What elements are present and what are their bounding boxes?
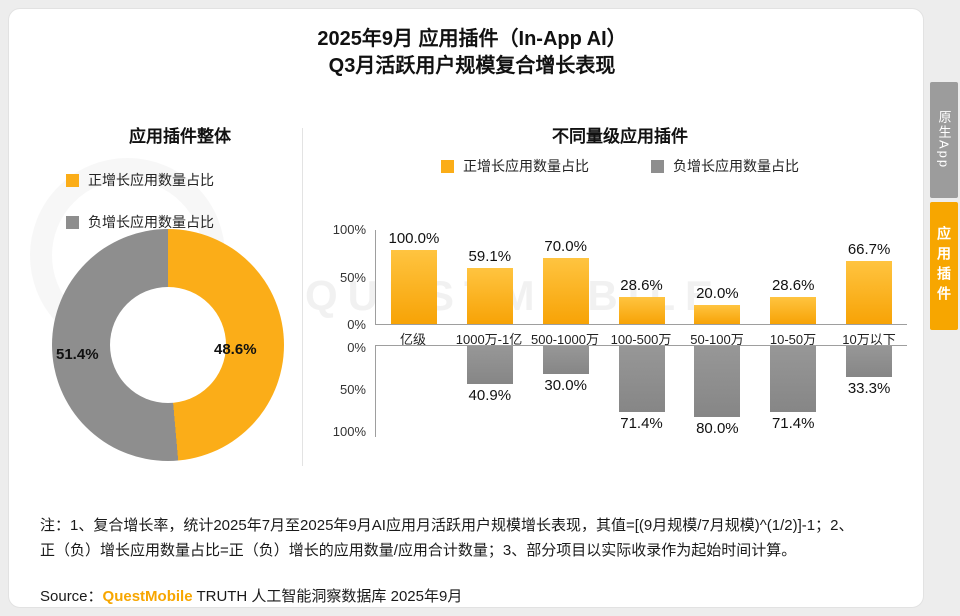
footnotes: 注：1、复合增长率，统计2025年7月至2025年9月AI应用月活跃用户规模增长… [40,513,916,563]
legend-label-negative: 负增长应用数量占比 [88,214,214,230]
legend-item-negative: 负增长应用数量占比 [651,156,799,176]
category-label: 100-500万 [610,332,672,347]
category-label: 50-100万 [690,332,744,347]
donut-chart: 48.6% 51.4% [52,229,284,461]
bar-chart-negative-area: 40.9% 30.0% 71.4% 80.0% 71.4% 33.3% [375,345,907,437]
positive-bar [466,267,513,324]
bar-column: 28.6% [604,230,680,324]
positive-bar [846,260,893,324]
negative-swatch-icon [66,215,79,229]
bar-column: 59.1% [452,230,528,324]
negative-value-label: 30.0% [544,376,587,394]
positive-value-label: 28.6% [620,276,663,294]
page-title-line1: 2025年9月 应用插件（In-App AI） [317,28,627,50]
footnote-line1: 注：1、复合增长率，统计2025年7月至2025年9月AI应用月活跃用户规模增长… [40,517,854,534]
positive-bar [542,257,589,324]
y-axis-tick: 100% [332,424,366,439]
negative-bar [542,346,589,374]
bar-column: 71.4% [604,346,680,437]
positive-bar [390,250,437,324]
positive-value-label: 28.6% [771,276,815,294]
bar-column: 28.6% [755,230,831,324]
category-label: 1000万-1亿 [455,332,523,347]
bar-column: 66.7% [831,230,907,324]
source-suffix: TRUTH 人工智能洞察数据库 2025年9月 [192,588,463,605]
bar-legend: 正增长应用数量占比 负增长应用数量占比 [330,156,910,176]
bar-column: 33.3% [831,346,907,437]
negative-bar [770,346,817,412]
positive-value-label: 70.0% [544,237,587,255]
category-label: 500-1000万 [531,332,599,347]
section-divider [302,128,303,466]
bar-column: 40.9% [452,346,528,437]
bar-column: 80.0% [679,346,755,437]
donut-hole [110,287,226,403]
y-axis-positive: 100% 50% 0% [322,222,366,332]
category-label: 10万以下 [842,332,896,347]
y-axis-tick: 50% [339,269,366,285]
y-axis-tick: 0% [347,317,366,332]
legend-item-negative: 负增长应用数量占比 [66,212,214,232]
negative-value-label: 80.0% [696,420,739,437]
category-label: 亿级 [399,332,426,347]
page-title: 2025年9月 应用插件（In-App AI） Q3月活跃用户规模复合增长表现 [0,26,944,80]
source-line: Source：QuestMobile TRUTH 人工智能洞察数据库 2025年… [40,585,462,606]
negative-value-label: 71.4% [771,414,815,432]
y-axis-tick: 50% [339,382,366,397]
bar-column: 20.0% [679,230,755,324]
donut-value-positive: 48.6% [214,341,257,358]
positive-bar [770,296,817,324]
bar-section-heading: 不同量级应用插件 [552,127,688,146]
bar-column [376,346,452,437]
source-brand: QuestMobile [102,588,193,605]
positive-swatch-icon [66,173,79,187]
negative-bar [846,346,893,377]
positive-value-label: 66.7% [847,240,891,258]
source-prefix: Source： [40,588,103,605]
donut-value-negative: 51.4% [56,346,99,363]
negative-value-label: 33.3% [847,379,891,397]
footnote-line2: 正（负）增长应用数量占比=正（负）增长的应用数量/应用合计数量；3、部分项目以实… [40,542,797,559]
y-axis-negative: 0% 50% 100% [322,340,366,439]
positive-swatch-icon [441,159,454,173]
bar-column: 70.0% [528,230,604,324]
negative-bar [694,346,741,417]
tab-in-app-plugin[interactable]: 应用插件 [930,202,958,330]
legend-item-positive: 正增长应用数量占比 [66,170,214,190]
negative-bar [618,346,665,412]
positive-bar [694,305,741,324]
negative-bar [466,346,513,384]
page-title-line2: Q3月活跃用户规模复合增长表现 [328,55,616,77]
negative-swatch-icon [651,159,664,173]
negative-value-label: 40.9% [468,386,512,404]
legend-item-positive: 正增长应用数量占比 [441,156,589,176]
legend-label-negative: 负增长应用数量占比 [673,158,799,174]
category-label: 10-50万 [769,332,817,347]
y-axis-tick: 100% [332,222,366,237]
y-axis-tick: 0% [347,340,366,355]
donut-section-heading: 应用插件整体 [129,127,231,146]
positive-value-label: 20.0% [696,285,739,302]
bar-column: 71.4% [755,346,831,437]
bar-chart-categories: 亿级 1000万-1亿 500-1000万 100-500万 50-100万 10-50万… [375,329,907,348]
bar-column: 30.0% [528,346,604,437]
bar-column: 100.0% [376,230,452,324]
negative-value-label: 71.4% [620,414,663,432]
positive-value-label: 59.1% [468,247,512,265]
legend-label-positive: 正增长应用数量占比 [463,158,589,174]
legend-label-positive: 正增长应用数量占比 [88,172,214,188]
donut-legend: 正增长应用数量占比 负增长应用数量占比 [66,170,214,232]
bar-chart-positive-area: 100.0% 59.1% 70.0% 28.6% 20.0% 28.6% 66.7% [375,230,907,325]
positive-bar [618,296,665,324]
positive-value-label: 100.0% [388,230,440,247]
tab-native-app[interactable]: 原生App [930,82,958,198]
